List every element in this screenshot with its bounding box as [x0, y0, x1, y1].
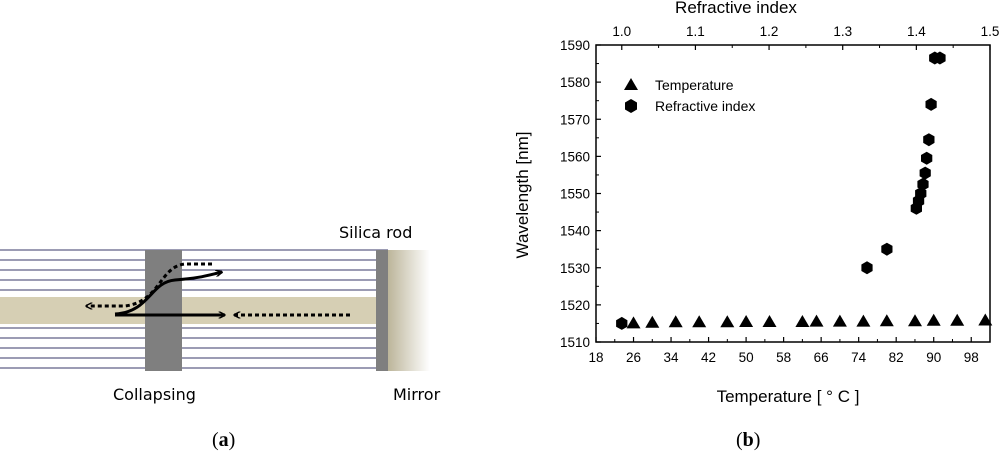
temperature-point — [720, 315, 735, 328]
collapsed-region — [145, 250, 182, 371]
y-tick-label: 1510 — [560, 335, 590, 350]
temperature-point — [739, 315, 754, 327]
temperature-point — [692, 315, 707, 328]
temperature-point — [795, 315, 810, 327]
y-tick-label: 1550 — [560, 187, 590, 202]
panel-label-a: (a) — [212, 429, 235, 451]
temperature-point — [762, 315, 777, 327]
panel-label-b-open: ( — [736, 429, 743, 451]
temperature-point — [832, 314, 847, 327]
x-bottom-tick-label: 34 — [664, 350, 680, 365]
y-axis-title: Wavelength [nm] — [513, 132, 532, 259]
x-bottom-tick-label: 26 — [626, 350, 641, 365]
y-tick-label: 1520 — [560, 298, 590, 313]
refractive-index-point — [616, 316, 628, 330]
silica-rod-label: Silica rod — [339, 223, 412, 242]
legend-label-refractive-index: Refractive index — [655, 98, 755, 114]
panel-label-b-close: ) — [754, 429, 761, 451]
panel-label-a-close: ) — [229, 429, 236, 451]
legend: Temperature Refractive index — [624, 77, 755, 114]
x-top-tick-label: 1.4 — [907, 24, 926, 39]
mirror — [388, 250, 430, 371]
curved-solid-arrow — [114, 272, 222, 316]
data-points — [616, 51, 993, 330]
refractive-index-point — [881, 242, 893, 256]
legend-marker-refractive-index — [625, 99, 637, 113]
cladding-lines — [0, 249, 388, 369]
temperature-point — [668, 315, 683, 328]
temperature-point — [626, 316, 641, 329]
x-bottom-tick-label: 50 — [739, 350, 754, 365]
bottom-axis-ticks: 18 26 34 42 50 58 66 74 82 90 98 — [588, 337, 979, 365]
temperature-point — [950, 313, 965, 326]
y-tick-label: 1580 — [560, 75, 590, 90]
wavelength-chart: 1510 1520 1530 1540 1550 1560 1570 1580 1590 18 2… — [513, 0, 999, 406]
curved-dotted-arrow — [86, 262, 212, 306]
silica-rod — [376, 250, 388, 371]
x-bottom-tick-label: 58 — [776, 350, 791, 365]
panel-label-b-letter: b — [743, 429, 754, 451]
fiber-core — [0, 297, 376, 324]
panel-label-b: (b) — [736, 429, 760, 451]
panel-label-a-open: ( — [212, 429, 219, 451]
refractive-index-point — [919, 166, 931, 180]
temperature-point — [926, 313, 941, 326]
refractive-index-point — [861, 261, 873, 275]
x-bottom-tick-label: 90 — [926, 350, 941, 365]
x-axis-bottom-title: Temperature [ ° C ] — [717, 387, 860, 406]
legend-label-temperature: Temperature — [655, 77, 734, 93]
x-bottom-tick-label: 98 — [964, 350, 979, 365]
x-bottom-tick-label: 82 — [889, 350, 904, 365]
temperature-point — [879, 314, 894, 327]
y-tick-label: 1560 — [560, 149, 590, 164]
refractive-index-point — [917, 177, 929, 191]
temperature-point — [645, 315, 660, 328]
x-bottom-tick-label: 66 — [814, 350, 829, 365]
left-axis-ticks: 1510 1520 1530 1540 1550 1560 1570 1580 1590 — [560, 38, 601, 350]
x-bottom-tick-label: 42 — [701, 350, 716, 365]
collapsing-label: Collapsing — [113, 385, 196, 404]
x-axis-top-title: Refractive index — [675, 0, 797, 17]
y-tick-label: 1540 — [560, 224, 590, 239]
top-axis-ticks: 1.0 1.1 1.2 1.3 1.4 1.5 — [612, 24, 999, 50]
x-bottom-tick-label: 74 — [851, 350, 867, 365]
refractive-index-point — [925, 97, 937, 111]
x-top-tick-label: 1.3 — [833, 24, 852, 39]
fiber-diagram: Silica rod Collapsing Mirror — [0, 223, 441, 404]
y-tick-label: 1590 — [560, 38, 590, 53]
x-top-tick-label: 1.2 — [760, 24, 779, 39]
x-top-tick-label: 1.0 — [612, 24, 631, 39]
temperature-point — [809, 314, 824, 327]
y-tick-label: 1570 — [560, 112, 590, 127]
refractive-index-point — [923, 133, 935, 147]
legend-marker-temperature — [624, 78, 638, 90]
mirror-label: Mirror — [393, 385, 441, 404]
refractive-index-point — [934, 51, 946, 65]
light-path-arrows — [86, 262, 350, 316]
x-top-tick-label: 1.5 — [981, 24, 1000, 39]
x-top-tick-label: 1.1 — [686, 24, 705, 39]
temperature-point — [908, 314, 922, 327]
temperature-point — [978, 313, 993, 326]
y-tick-label: 1530 — [560, 261, 590, 276]
temperature-point — [856, 314, 871, 327]
refractive-index-point — [921, 151, 933, 165]
panel-label-a-letter: a — [219, 429, 229, 451]
x-bottom-tick-label: 18 — [588, 350, 603, 365]
